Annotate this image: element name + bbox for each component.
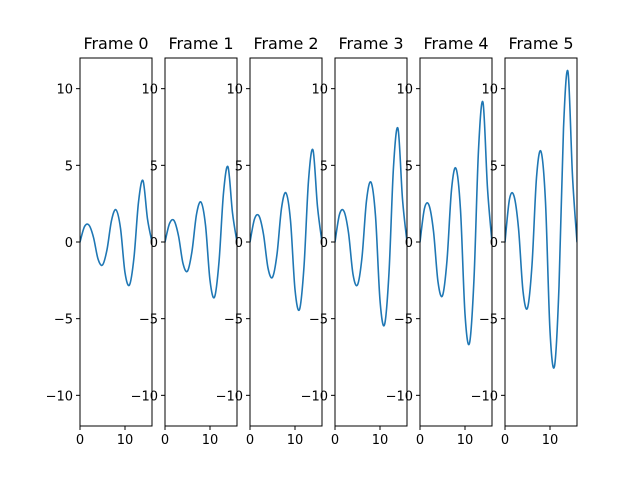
series-line (335, 126, 407, 327)
series-line (165, 165, 237, 299)
x-tick-label: 0 (501, 433, 509, 448)
x-tick-label: 10 (202, 433, 219, 448)
subplot-title: Frame 0 (83, 34, 148, 53)
y-tick-label: −5 (139, 313, 158, 328)
y-tick-label: 0 (150, 236, 158, 251)
axes-frame (79, 57, 153, 427)
y-tick-label: 10 (226, 83, 243, 98)
subplot-4: Frame 4 −10 −5 0 5 10 0 10 (386, 34, 493, 448)
subplot-title: Frame 5 (508, 34, 573, 53)
y-tick-label: −5 (309, 313, 328, 328)
series-line (505, 69, 577, 369)
y-tick-label: 10 (56, 83, 73, 98)
subplot-1: Frame 1 −10 −5 0 5 10 0 10 (131, 34, 238, 448)
y-tick-label: 5 (65, 159, 73, 174)
x-tick-label: 0 (76, 433, 84, 448)
y-tick-label: 0 (405, 236, 413, 251)
x-tick-label: 10 (457, 433, 474, 448)
y-tick-label: 5 (490, 159, 498, 174)
y-tick-label: 10 (311, 83, 328, 98)
y-tick-label: −10 (131, 389, 158, 404)
subplot-title: Frame 1 (168, 34, 233, 53)
y-tick-label: 5 (405, 159, 413, 174)
y-tick-label: −10 (46, 389, 73, 404)
axes-frame (334, 57, 408, 427)
y-tick-label: −10 (386, 389, 413, 404)
y-tick-label: 5 (320, 159, 328, 174)
subplot-3: Frame 3 −10 −5 0 5 10 0 10 (301, 34, 408, 448)
y-tick-label: −5 (394, 313, 413, 328)
x-tick-label: 0 (331, 433, 339, 448)
series-line (250, 148, 322, 312)
subplot-title: Frame 3 (338, 34, 403, 53)
x-tick-label: 0 (161, 433, 169, 448)
y-tick-label: 10 (141, 83, 158, 98)
x-tick-label: 0 (416, 433, 424, 448)
x-tick-label: 10 (372, 433, 389, 448)
y-tick-label: 10 (396, 83, 413, 98)
y-tick-label: 0 (320, 236, 328, 251)
subplot-title: Frame 4 (423, 34, 488, 53)
series-line (420, 100, 492, 346)
y-tick-label: 0 (490, 236, 498, 251)
x-tick-label: 10 (542, 433, 559, 448)
y-tick-label: −10 (471, 389, 498, 404)
y-tick-label: −5 (479, 313, 498, 328)
y-tick-label: 10 (481, 83, 498, 98)
x-tick-label: 10 (287, 433, 304, 448)
y-tick-label: 0 (235, 236, 243, 251)
x-tick-label: 10 (117, 433, 134, 448)
y-tick-label: −10 (216, 389, 243, 404)
y-tick-label: 5 (235, 159, 243, 174)
subplot-title: Frame 2 (253, 34, 318, 53)
axes-frame (504, 57, 578, 427)
y-tick-label: 5 (150, 159, 158, 174)
y-tick-label: −5 (224, 313, 243, 328)
series-line (80, 179, 152, 287)
axes-frame (164, 57, 238, 427)
y-tick-label: −5 (54, 313, 73, 328)
x-tick-label: 0 (246, 433, 254, 448)
subplot-5: Frame 5 −10 −5 0 5 10 0 10 (471, 34, 578, 448)
subplot-0: Frame 0 −10 −5 0 5 10 0 10 (46, 34, 153, 448)
y-tick-label: −10 (301, 389, 328, 404)
axes-frame (249, 57, 323, 427)
y-tick-label: 0 (65, 236, 73, 251)
subplot-2: Frame 2 −10 −5 0 5 10 0 10 (216, 34, 323, 448)
